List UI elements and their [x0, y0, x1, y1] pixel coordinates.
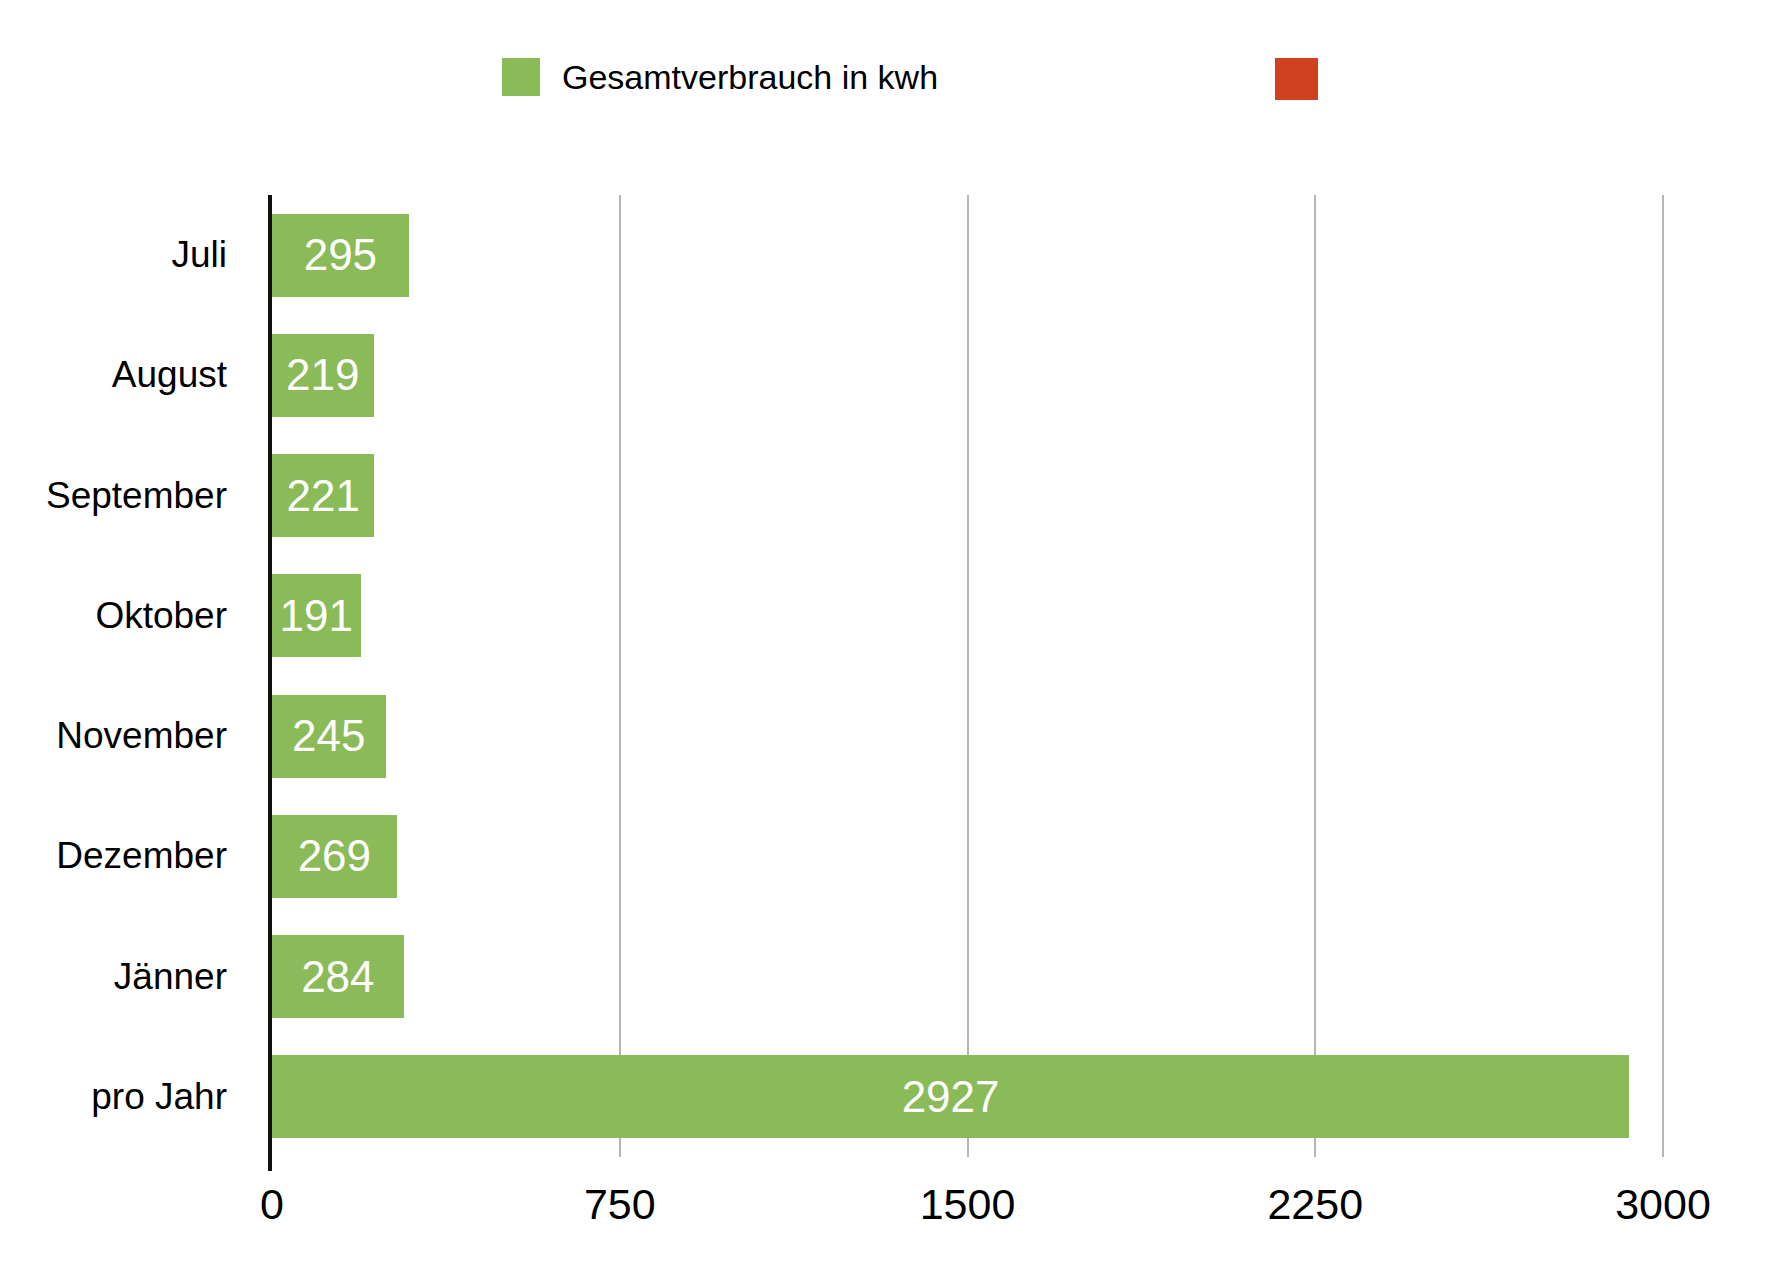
legend-item-unlabeled	[1275, 58, 1318, 100]
legend-item-gesamtverbrauch: Gesamtverbrauch in kwh	[502, 57, 938, 97]
bar-row-juli: 295	[272, 195, 1663, 315]
bar-rows: 295 219 221 191 245 269 284 2927	[272, 195, 1663, 1157]
bar-dezember: 269	[272, 815, 397, 898]
bar-value-label-dezember: 269	[298, 831, 371, 881]
x-tick-label-750: 750	[584, 1180, 656, 1229]
x-axis-tick-labels: 0750150022503000	[272, 1172, 1663, 1232]
category-label-oktober: Oktober	[0, 556, 227, 676]
bar-value-label-oktober: 191	[280, 591, 353, 641]
y-axis-line	[268, 195, 272, 1171]
bar-juli: 295	[272, 214, 409, 297]
x-tick-label-2250: 2250	[1267, 1180, 1363, 1229]
bar-row-november: 245	[272, 676, 1663, 796]
plot-area: 295 219 221 191 245 269 284 2927	[272, 195, 1663, 1157]
x-tick-label-0: 0	[260, 1180, 284, 1229]
bar-value-label-september: 221	[287, 471, 360, 521]
legend-label: Gesamtverbrauch in kwh	[562, 58, 938, 97]
category-label-dezember: Dezember	[0, 796, 227, 916]
category-label-september: September	[0, 436, 227, 556]
bar-row-oktober: 191	[272, 556, 1663, 676]
bar-november: 245	[272, 695, 386, 778]
bar-value-label-juli: 295	[304, 230, 377, 280]
bar-row-august: 219	[272, 315, 1663, 435]
bar-row-pro-jahr: 2927	[272, 1037, 1663, 1157]
bar-value-label-november: 245	[292, 711, 365, 761]
legend-swatch-green-icon	[502, 58, 540, 96]
category-label-jaenner: Jänner	[0, 917, 227, 1037]
category-label-november: November	[0, 676, 227, 796]
legend-swatch-red-icon	[1275, 58, 1318, 100]
bar-pro-jahr: 2927	[272, 1055, 1629, 1138]
category-label-juli: Juli	[0, 195, 227, 315]
x-tick-label-1500: 1500	[920, 1180, 1016, 1229]
bar-jaenner: 284	[272, 935, 404, 1018]
category-label-august: August	[0, 315, 227, 435]
bar-row-jaenner: 284	[272, 917, 1663, 1037]
bar-value-label-pro-jahr: 2927	[902, 1072, 1000, 1122]
x-tick-label-3000: 3000	[1615, 1180, 1711, 1229]
bar-september: 221	[272, 454, 374, 537]
bar-row-september: 221	[272, 436, 1663, 556]
category-label-pro-jahr: pro Jahr	[0, 1037, 227, 1157]
bar-value-label-jaenner: 284	[301, 952, 374, 1002]
bar-value-label-august: 219	[286, 350, 359, 400]
chart: Gesamtverbrauch in kwh JuliAugustSeptemb…	[0, 0, 1773, 1272]
bar-oktober: 191	[272, 574, 361, 657]
bar-row-dezember: 269	[272, 796, 1663, 916]
y-axis-category-labels: JuliAugustSeptemberOktoberNovemberDezemb…	[0, 195, 227, 1157]
bar-august: 219	[272, 334, 374, 417]
